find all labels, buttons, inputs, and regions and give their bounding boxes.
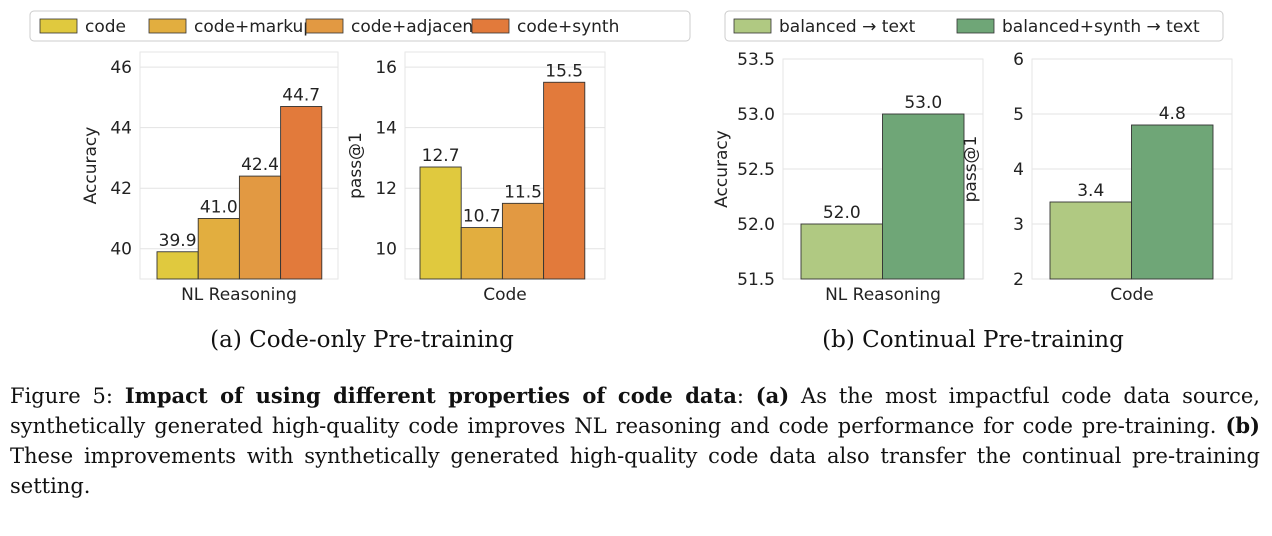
panel-a-bar: [197, 218, 240, 280]
panel-b-legend-label: balanced+synth → text: [1002, 17, 1200, 37]
panel-a-y-tick-label: 44: [110, 119, 132, 139]
panel-b-y-axis-label: pass@1: [961, 136, 981, 203]
panel-b-y-tick-label: 3: [1013, 215, 1024, 235]
panel-a-legend-swatch: [305, 18, 344, 34]
caption-a-text: As the most impactful code data source, …: [10, 384, 1260, 438]
panel-a-y-tick-label: 14: [375, 119, 397, 139]
panel-a-bar: [280, 106, 323, 280]
panel-a-y-tick-label: 10: [375, 240, 397, 260]
panel-b-bar-value-label: 53.0: [904, 93, 942, 113]
panel-b-bar-value-label: 3.4: [1077, 181, 1104, 201]
figure-charts: code code+markup code+adjacent code+synth 40…: [29, 10, 1233, 353]
panel-a-bar: [543, 81, 586, 280]
panel-b-y-tick-label: 51.5: [737, 270, 775, 290]
panel-a-legend-label: code: [85, 17, 126, 37]
panel-b-legend-label: balanced → text: [779, 17, 916, 37]
panel-b-y-tick-label: 53.5: [737, 50, 775, 70]
panel-b-y-tick-label: 5: [1013, 105, 1024, 125]
panel-b-subtitle: (b) Continual Pre-training: [822, 327, 1124, 353]
panel-a-y-axis-label: Accuracy: [81, 127, 101, 205]
panel-a-y-axis-label: pass@1: [346, 132, 366, 199]
panel-b-bar: [1131, 124, 1214, 280]
panel-b-y-tick-label: 4: [1013, 160, 1024, 180]
panel-b-x-category-label: Code: [1110, 285, 1154, 305]
panel-a-legend-label: code+markup: [194, 17, 314, 37]
panel-a-legend-box: [29, 10, 691, 42]
panel-a-bar-value-label: 15.5: [545, 61, 583, 81]
panel-a-bar-value-label: 42.4: [241, 155, 279, 175]
panel-a-legend-label: code+synth: [517, 17, 619, 37]
panel-b-bar: [1049, 201, 1132, 280]
panel-a-y-tick-label: 42: [110, 179, 132, 199]
panel-b-y-tick-label: 52.0: [737, 215, 775, 235]
panel-b-bar: [882, 113, 965, 280]
panel-a-y-tick-label: 40: [110, 240, 132, 260]
panel-b-legend-swatch: [956, 18, 995, 34]
panel-a-subtitle: (a) Code-only Pre-training: [210, 327, 514, 353]
panel-b-y-tick-label: 53.0: [737, 105, 775, 125]
panel-a-x-category-label: NL Reasoning: [181, 285, 297, 305]
panel-b-y-tick-label: 6: [1013, 50, 1024, 70]
panel-b-bar-value-label: 52.0: [823, 203, 861, 223]
panel-b-y-axis-label: Accuracy: [712, 130, 732, 208]
caption-prefix: Figure 5:: [10, 384, 125, 408]
panel-b-y-tick-label: 2: [1013, 270, 1024, 290]
caption-b-text: These improvements with synthetically ge…: [10, 444, 1260, 498]
figure-caption: Figure 5: Impact of using different prop…: [10, 381, 1260, 501]
panel-a-bar: [238, 175, 282, 280]
caption-bold-title: Impact of using different properties of …: [124, 383, 737, 408]
panel-a-bar-value-label: 10.7: [463, 207, 501, 227]
panel-b-x-category-label: NL Reasoning: [825, 285, 941, 305]
panel-a-x-category-label: Code: [483, 285, 527, 305]
panel-a-bar: [419, 166, 462, 280]
panel-a-bar: [501, 202, 545, 280]
panel-a-legend-label: code+adjacent: [351, 17, 480, 37]
panel-a-bar-value-label: 41.0: [200, 197, 238, 217]
panel-a-bar-value-label: 39.9: [159, 231, 197, 251]
caption-b-tag: (b): [1225, 413, 1260, 438]
panel-a-legend-swatch: [471, 18, 510, 34]
panel-a-legend-swatch: [148, 18, 187, 34]
panel-b-bar: [800, 223, 883, 280]
panel-a-bar-value-label: 44.7: [282, 85, 320, 105]
panel-a-bar: [460, 227, 503, 280]
panel-a-y-tick-label: 16: [375, 58, 397, 78]
panel-a-bar-value-label: 11.5: [504, 182, 542, 202]
panel-b-y-tick-label: 52.5: [737, 160, 775, 180]
panel-a-y-tick-label: 46: [110, 58, 132, 78]
panel-a-bar: [156, 251, 199, 280]
panel-a-y-tick-label: 12: [375, 179, 397, 199]
caption-a-tag: (a): [755, 383, 790, 408]
caption-colon: :: [736, 384, 756, 408]
panel-a-bar-value-label: 12.7: [422, 146, 460, 166]
panel-b-bar-value-label: 4.8: [1159, 104, 1186, 124]
panel-a-legend-swatch: [39, 18, 78, 34]
panel-b-legend-swatch: [733, 18, 772, 34]
